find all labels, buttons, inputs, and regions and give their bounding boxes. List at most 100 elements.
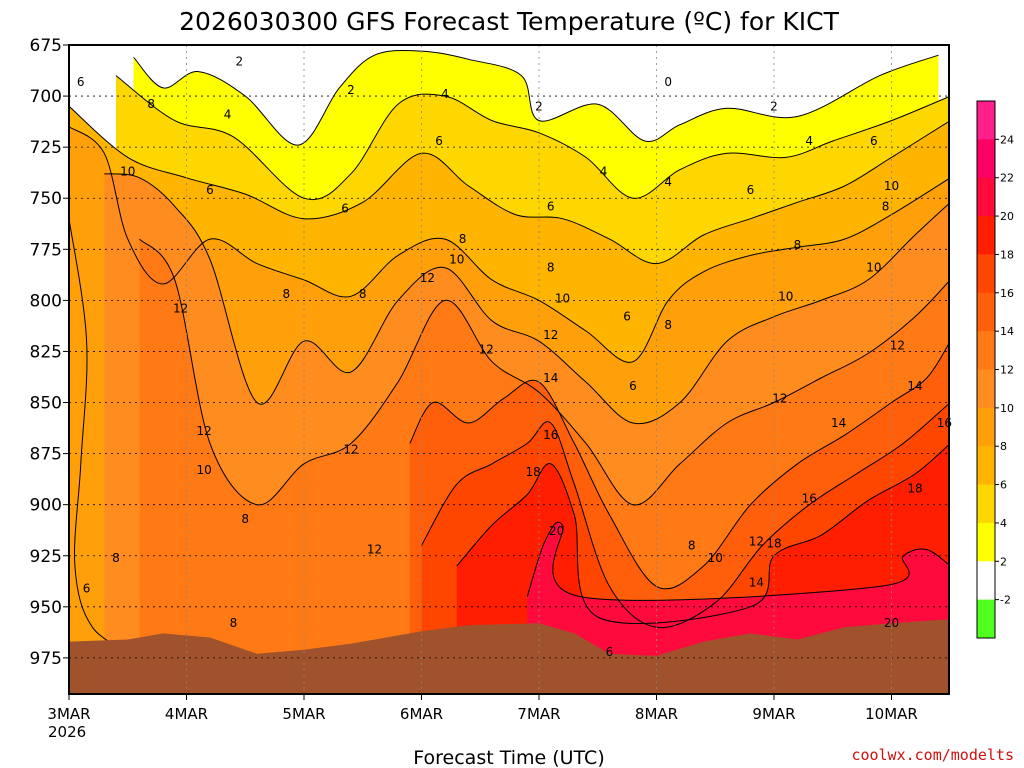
contour-label: 10 — [708, 551, 723, 565]
contour-label: 12 — [772, 391, 787, 405]
colorbar-swatch — [977, 139, 995, 179]
contour-label: 6 — [206, 183, 214, 197]
y-tick-label: 825 — [30, 342, 62, 362]
colorbar-swatch — [977, 369, 995, 409]
colorbar-swatch — [977, 522, 995, 562]
y-tick-label: 975 — [30, 649, 62, 669]
contour-label: 12 — [749, 534, 764, 548]
colorbar: 24 22 20 18 16 14 12 10 8 6 4 2 -2 — [976, 100, 1014, 639]
isotherm-10 — [104, 173, 949, 425]
contour-label: 12 — [420, 271, 435, 285]
x-tick-label: 5MAR — [282, 705, 325, 723]
colorbar-tick-label: 20 — [1000, 210, 1014, 223]
x-axis: 3MAR 4MAR 5MAR 6MAR 7MAR 8MAR 9MAR 10MAR — [47, 694, 918, 723]
contour-label: 10 — [120, 165, 135, 179]
colorbar-tick-label: 4 — [1000, 517, 1007, 530]
contour-label: 8 — [882, 199, 890, 213]
contour-label: 8 — [459, 232, 467, 246]
y-tick-label: 950 — [30, 598, 62, 618]
contour-label: 8 — [230, 616, 238, 630]
contour-label: 12 — [890, 338, 905, 352]
y-tick-label: 850 — [30, 394, 62, 414]
contour-label: 10 — [196, 463, 211, 477]
x-tick-label: 9MAR — [752, 705, 795, 723]
colorbar-tick-label: 2 — [1000, 555, 1007, 568]
x-tick-label: 6MAR — [400, 705, 443, 723]
isotherm-14 — [409, 342, 949, 590]
contour-label: 14 — [907, 379, 922, 393]
contour-label: 4 — [224, 107, 232, 121]
contour-label: 6 — [547, 199, 555, 213]
contour-label: 10 — [884, 179, 899, 193]
colorbar-tick-label: 18 — [1000, 248, 1014, 261]
temperature-bands — [69, 45, 949, 694]
contour-label: 8 — [547, 261, 555, 275]
colorbar-tick-label: 16 — [1000, 287, 1014, 300]
contour-label: 6 — [341, 201, 349, 215]
colorbar-swatch — [977, 177, 995, 217]
isotherm-8-left — [69, 218, 140, 659]
isotherm-lines — [69, 49, 949, 659]
contour-label: 8 — [241, 512, 249, 526]
colorbar-swatch — [977, 101, 995, 140]
y-tick-label: 700 — [30, 87, 62, 107]
contour-label: 8 — [147, 97, 155, 111]
x-tick-label: 7MAR — [517, 705, 560, 723]
contour-label: 12 — [367, 543, 382, 557]
contour-label: 2 — [535, 99, 543, 113]
contour-label: 6 — [83, 581, 91, 595]
y-tick-label: 775 — [30, 240, 62, 260]
contour-label: 8 — [359, 287, 367, 301]
contour-label: 12 — [173, 302, 188, 316]
colorbar-swatch — [977, 484, 995, 524]
contour-label: 12 — [478, 342, 493, 356]
colorbar-swatch — [977, 216, 995, 255]
colorbar-swatch — [977, 407, 995, 447]
colorbar-tick-label: 22 — [1000, 172, 1014, 185]
contour-label: 14 — [543, 371, 558, 385]
y-tick-label: 675 — [30, 36, 62, 56]
contour-label: 20 — [549, 524, 564, 538]
x-tick-label: 8MAR — [635, 705, 678, 723]
isotherm-18 — [456, 443, 949, 625]
y-tick-label: 800 — [30, 291, 62, 311]
isotherm-4 — [115, 75, 949, 201]
colorbar-swatch — [977, 254, 995, 294]
contour-label: 12 — [196, 424, 211, 438]
ground-terrain — [69, 619, 949, 694]
colorbar-tick-label: -2 — [1000, 594, 1011, 607]
colorbar-tick-label: 10 — [1000, 402, 1014, 415]
x-axis-label: Forecast Time (UTC) — [413, 747, 604, 768]
colorbar-swatch — [977, 561, 995, 601]
contour-label: 18 — [907, 481, 922, 495]
y-tick-label: 925 — [30, 547, 62, 567]
contour-label: 8 — [283, 287, 291, 301]
x-tick-label: 3MAR — [47, 705, 90, 723]
chart-title: 2026030300 GFS Forecast Temperature (ºC)… — [179, 7, 839, 36]
contour-label: 2 — [770, 99, 778, 113]
contour-label: 10 — [866, 261, 881, 275]
contour-label: 14 — [831, 416, 846, 430]
contour-label: 8 — [688, 539, 696, 553]
contour-label: 16 — [802, 492, 817, 506]
colorbar-swatch — [977, 446, 995, 486]
credit-text: coolwx.com/modelts — [851, 746, 1014, 764]
contour-label: 6 — [606, 645, 614, 659]
x-tick-label: 10MAR — [865, 705, 918, 723]
colorbar-tick-label: 6 — [1000, 479, 1007, 492]
contour-label: 18 — [525, 465, 540, 479]
contour-label: 18 — [766, 536, 781, 550]
contour-label: 6 — [629, 379, 637, 393]
x-axis-year: 2026 — [48, 723, 86, 741]
contour-label: 14 — [749, 575, 764, 589]
y-tick-label: 750 — [30, 189, 62, 209]
colorbar-swatch — [977, 292, 995, 332]
colorbar-tick-label: 14 — [1000, 325, 1014, 338]
contour-label: 12 — [543, 328, 558, 342]
y-tick-label: 875 — [30, 445, 62, 465]
x-tick-label: 4MAR — [165, 705, 208, 723]
contour-label: 16 — [543, 428, 558, 442]
contour-label: 10 — [778, 289, 793, 303]
